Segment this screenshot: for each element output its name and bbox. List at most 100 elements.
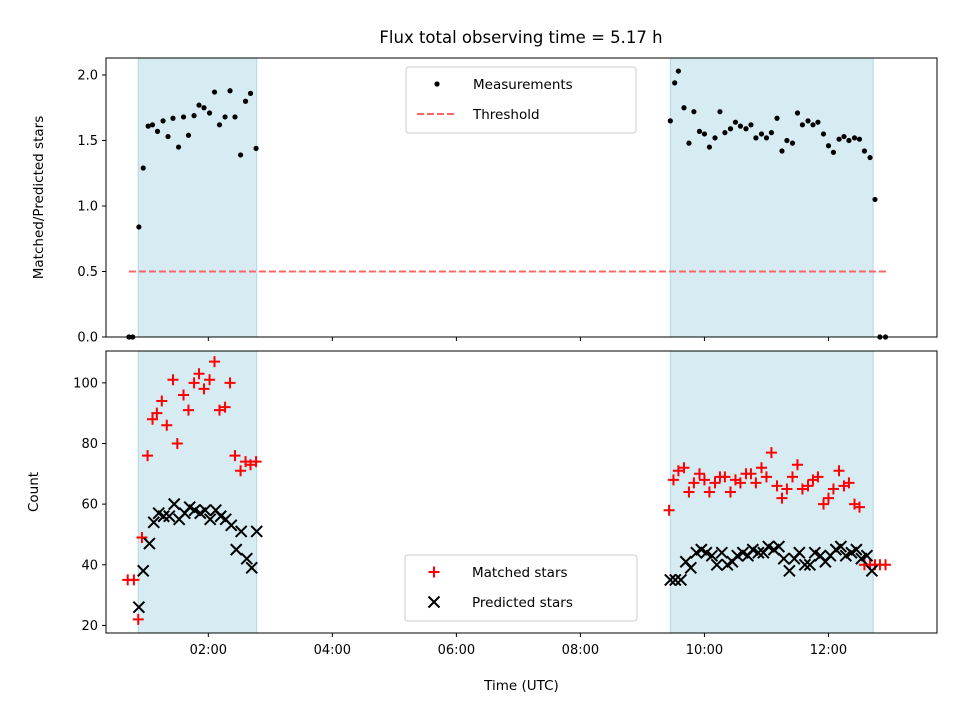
count-panel: 20 40 60 80 100 02:00 04:00 06:00 08:00 10:00 12:0…: [26, 350, 938, 694]
matched-stars-point: [827, 483, 839, 495]
predicted-stars-point: [163, 510, 176, 523]
y-tick-label: 80: [81, 437, 98, 452]
matched-stars-point: [843, 477, 855, 489]
matched-stars-point: [853, 501, 865, 513]
predicted-stars-point: [772, 540, 786, 553]
matched-stars-point: [833, 465, 845, 477]
measurement-point: [867, 154, 873, 161]
measurement-point: [820, 131, 827, 137]
matched-stars-point: [812, 471, 824, 483]
legend-matched-label: Matched stars: [472, 565, 568, 581]
predicted-stars-point: [752, 546, 765, 559]
predicted-stars-point: [783, 564, 796, 578]
predicted-stars-point: [798, 558, 812, 571]
predicted-stars-point: [245, 561, 258, 575]
matched-stars-point: [167, 374, 179, 386]
matched-stars-point: [693, 468, 705, 480]
measurement-point: [737, 123, 744, 129]
matched-stars-point: [151, 407, 163, 419]
measurement-point: [701, 131, 708, 137]
x-tick-label: 04:00: [314, 643, 351, 658]
matched-stars-point: [161, 419, 173, 431]
measurement-point: [191, 113, 197, 119]
measurement-point: [206, 110, 213, 116]
predicted-stars-point: [777, 552, 791, 565]
y-tick-label: 0.0: [77, 331, 98, 346]
measurement-point: [836, 136, 842, 142]
measurement-point: [815, 119, 821, 125]
y-tick-label: 1.0: [77, 200, 98, 215]
measurement-point: [805, 118, 811, 124]
measurement-point: [667, 118, 673, 124]
matched-stars-point: [182, 404, 194, 416]
matched-stars-point: [745, 468, 757, 480]
measurement-point: [247, 90, 254, 96]
measurement-point: [799, 122, 806, 128]
measurement-point: [211, 89, 218, 95]
matched-stars-point: [209, 356, 221, 368]
predicted-stars-point: [684, 561, 698, 575]
predicted-stars-point: [143, 537, 156, 550]
matched-stars-point: [734, 477, 746, 489]
matched-stars-point: [880, 559, 892, 571]
measurement-point: [706, 144, 713, 150]
matched-stars-point: [802, 480, 814, 492]
measurement-point: [180, 114, 187, 120]
predicted-stars-point: [793, 546, 806, 559]
measurement-point: [722, 130, 728, 136]
measurement-point: [681, 105, 687, 111]
predicted-stars-point: [834, 540, 848, 553]
matched-stars-point: [178, 389, 190, 401]
matched-stars-point: [781, 483, 793, 495]
predicted-stars-point: [715, 546, 729, 559]
matched-stars-point: [791, 459, 803, 471]
measurement-point: [830, 149, 837, 155]
measurement-point: [779, 148, 785, 154]
measurement-point: [763, 135, 770, 141]
measurement-point: [672, 80, 678, 86]
measurement-point: [810, 122, 816, 128]
matched-stars-point: [709, 477, 721, 489]
matched-stars-point: [235, 465, 247, 477]
legend-threshold-label: Threshold: [472, 107, 540, 123]
measurement-point: [136, 224, 142, 230]
measurement-point: [196, 102, 202, 108]
matched-stars-point: [667, 474, 679, 486]
matched-stars-point: [672, 465, 684, 477]
matched-stars-point: [147, 413, 159, 425]
predicted-stars-point: [199, 503, 212, 517]
measurement-point: [232, 114, 238, 120]
measurement-point: [856, 136, 863, 142]
matched-stars-point: [776, 492, 788, 504]
measurement-point: [201, 105, 207, 111]
measurement-point: [825, 143, 832, 149]
measurement-point: [170, 115, 176, 121]
predicted-stars-point: [240, 552, 253, 565]
predicted-stars-point: [225, 519, 238, 532]
measurement-point: [675, 68, 681, 74]
matched-stars-point: [765, 447, 777, 459]
matched-stars-point: [229, 450, 241, 462]
x-tick-label: 12:00: [810, 643, 847, 658]
legend-box: [405, 66, 637, 134]
matched-stars-point: [663, 504, 675, 516]
measurement-point: [712, 135, 718, 141]
matched-stars-point: [219, 401, 231, 413]
matched-stars-point: [796, 483, 808, 495]
y-tick-label: 100: [73, 376, 98, 391]
predicted-stars-point: [664, 573, 677, 587]
measurement-point: [216, 122, 223, 128]
y-axis-label: Count: [26, 472, 42, 512]
measurement-point: [227, 88, 233, 94]
x-tick-label: 06:00: [438, 643, 475, 658]
measurement-point: [732, 119, 739, 125]
predicted-stars-point: [803, 558, 817, 571]
measurement-point: [743, 126, 749, 132]
matched-stars-point: [244, 459, 256, 471]
predicted-stars-point: [230, 543, 243, 556]
measurement-point: [727, 126, 734, 132]
measurement-point: [149, 122, 156, 128]
y-tick-label: 0.5: [77, 265, 98, 280]
measurement-point: [768, 130, 775, 136]
